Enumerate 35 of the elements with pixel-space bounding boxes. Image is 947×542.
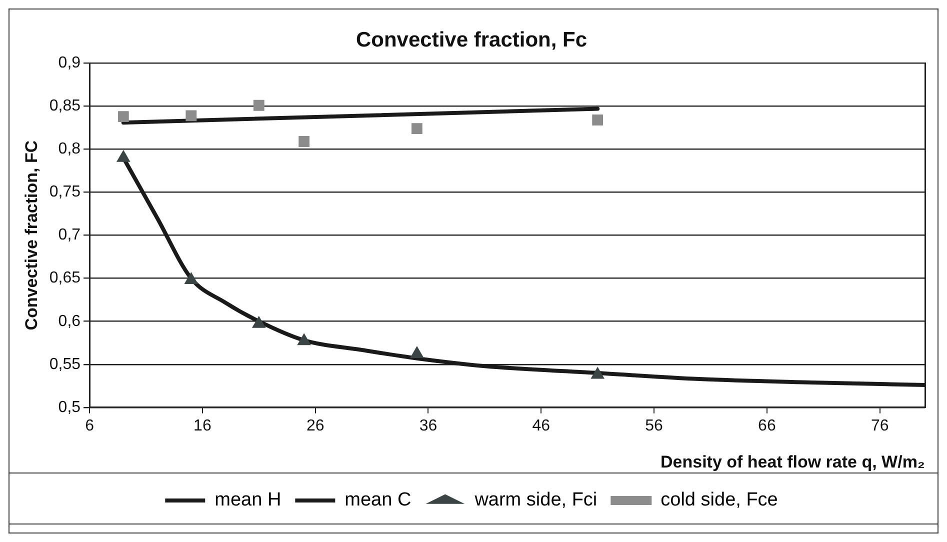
y-tick-label: 0,65 (49, 270, 81, 287)
x-tick-label: 26 (306, 417, 324, 434)
point (298, 136, 310, 147)
x-tick-label: 76 (870, 417, 889, 434)
y-tick-label: 0,55 (49, 356, 81, 373)
point (412, 123, 422, 134)
legend-label: warm side, Fci (474, 490, 598, 511)
y-tick-label: 0,85 (49, 98, 81, 115)
point (410, 346, 424, 358)
y-tick-label: 0,8 (58, 140, 81, 158)
x-tick-label: 46 (532, 417, 550, 434)
point (184, 272, 198, 284)
point (591, 367, 604, 379)
x-tick-label: 16 (194, 417, 212, 434)
chart-title: Convective fraction, Fc (356, 28, 588, 52)
y-tick-label: 0,9 (58, 54, 81, 72)
y-tick-label: 0,75 (49, 184, 81, 201)
x-axis-title: Density of heat flow rate q, W/m₂ (660, 452, 925, 472)
point (253, 100, 264, 111)
legend-label: cold side, Fce (660, 490, 778, 511)
point (297, 334, 311, 346)
y-axis-title: Convective fraction, FC (22, 140, 41, 330)
point (252, 316, 266, 328)
legend-label: mean C (344, 490, 412, 511)
x-tick-label: 56 (645, 417, 664, 434)
x-tick-label: 6 (85, 417, 94, 434)
x-tick-label: 36 (419, 417, 438, 434)
point (118, 111, 129, 122)
y-tick-label: 0,5 (58, 398, 81, 416)
y-tick-label: 0,7 (58, 226, 81, 244)
point (186, 110, 197, 122)
point (592, 114, 604, 126)
y-tick-label: 0,6 (58, 312, 81, 330)
x-tick-label: 66 (758, 417, 776, 434)
legend-label: mean H (214, 490, 282, 511)
